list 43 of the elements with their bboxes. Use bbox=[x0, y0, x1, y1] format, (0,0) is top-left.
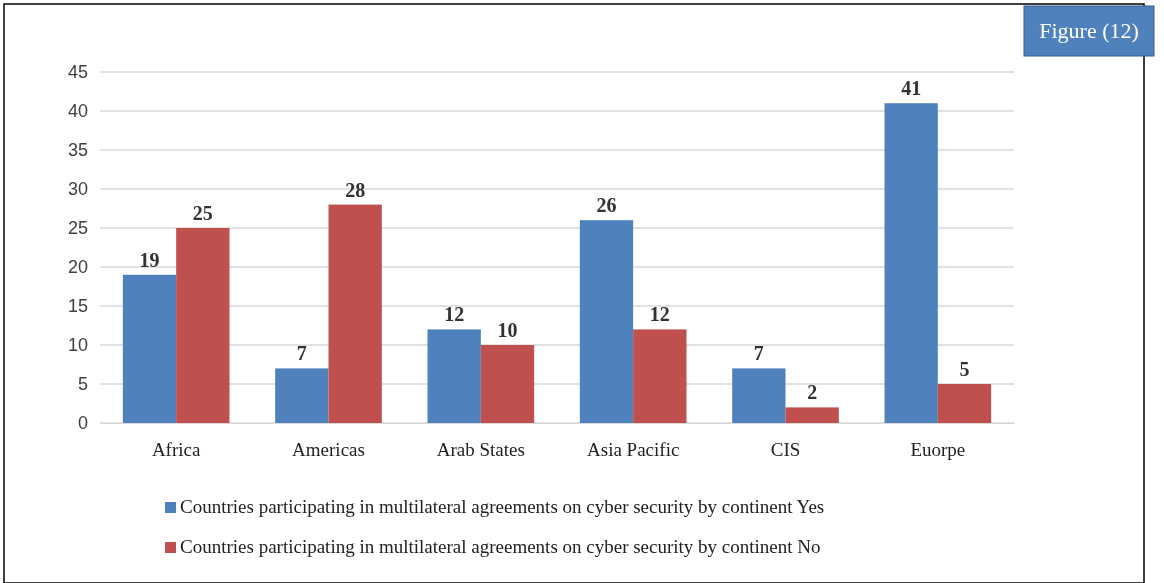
bar bbox=[937, 384, 992, 423]
legend-label: Countries participating in multilateral agreements on cyber security by continent Yes bbox=[180, 496, 825, 517]
y-tick-label: 10 bbox=[67, 335, 88, 356]
bar bbox=[122, 274, 177, 423]
y-tick-label: 0 bbox=[77, 413, 88, 434]
bar bbox=[176, 228, 230, 423]
x-tick-label: Americas bbox=[292, 439, 365, 461]
data-label: 12 bbox=[649, 303, 670, 326]
data-label: 7 bbox=[753, 342, 764, 365]
y-tick-label: 25 bbox=[67, 218, 88, 239]
bar bbox=[732, 368, 786, 423]
y-tick-label: 15 bbox=[67, 296, 88, 317]
data-label: 2 bbox=[807, 381, 818, 404]
data-label: 10 bbox=[497, 319, 518, 341]
data-label: 12 bbox=[444, 303, 465, 326]
x-tick-label: Africa bbox=[151, 439, 201, 461]
y-tick-label: 20 bbox=[67, 257, 88, 278]
data-label: 25 bbox=[192, 202, 213, 224]
y-tick-label: 40 bbox=[67, 101, 88, 122]
x-tick-label: CIS bbox=[770, 439, 801, 461]
bar bbox=[328, 204, 382, 423]
data-label: 7 bbox=[296, 342, 307, 365]
text: Figure (12) bbox=[1039, 18, 1139, 43]
data-label: 19 bbox=[139, 248, 160, 271]
data-label: 26 bbox=[596, 194, 617, 217]
bar bbox=[785, 407, 839, 423]
x-tick-label: Arab States bbox=[436, 439, 525, 461]
x-tick-label: Asia Pacific bbox=[587, 439, 680, 461]
legend-label: Countries participating in multilateral agreements on cyber security by continent No bbox=[180, 536, 821, 557]
bar bbox=[633, 329, 687, 423]
x-tick-label: Euorpe bbox=[910, 439, 966, 461]
data-label: 41 bbox=[901, 77, 922, 100]
bar bbox=[579, 220, 634, 423]
data-label: 28 bbox=[345, 178, 366, 201]
bar bbox=[275, 368, 329, 423]
y-tick-label: 30 bbox=[67, 179, 88, 200]
bar bbox=[480, 345, 535, 423]
y-tick-label: 5 bbox=[77, 374, 88, 395]
y-tick-label: 45 bbox=[67, 62, 88, 83]
bar bbox=[427, 329, 481, 423]
y-tick-label: 35 bbox=[67, 140, 88, 161]
data-label: 5 bbox=[959, 358, 970, 380]
bar bbox=[884, 103, 938, 423]
